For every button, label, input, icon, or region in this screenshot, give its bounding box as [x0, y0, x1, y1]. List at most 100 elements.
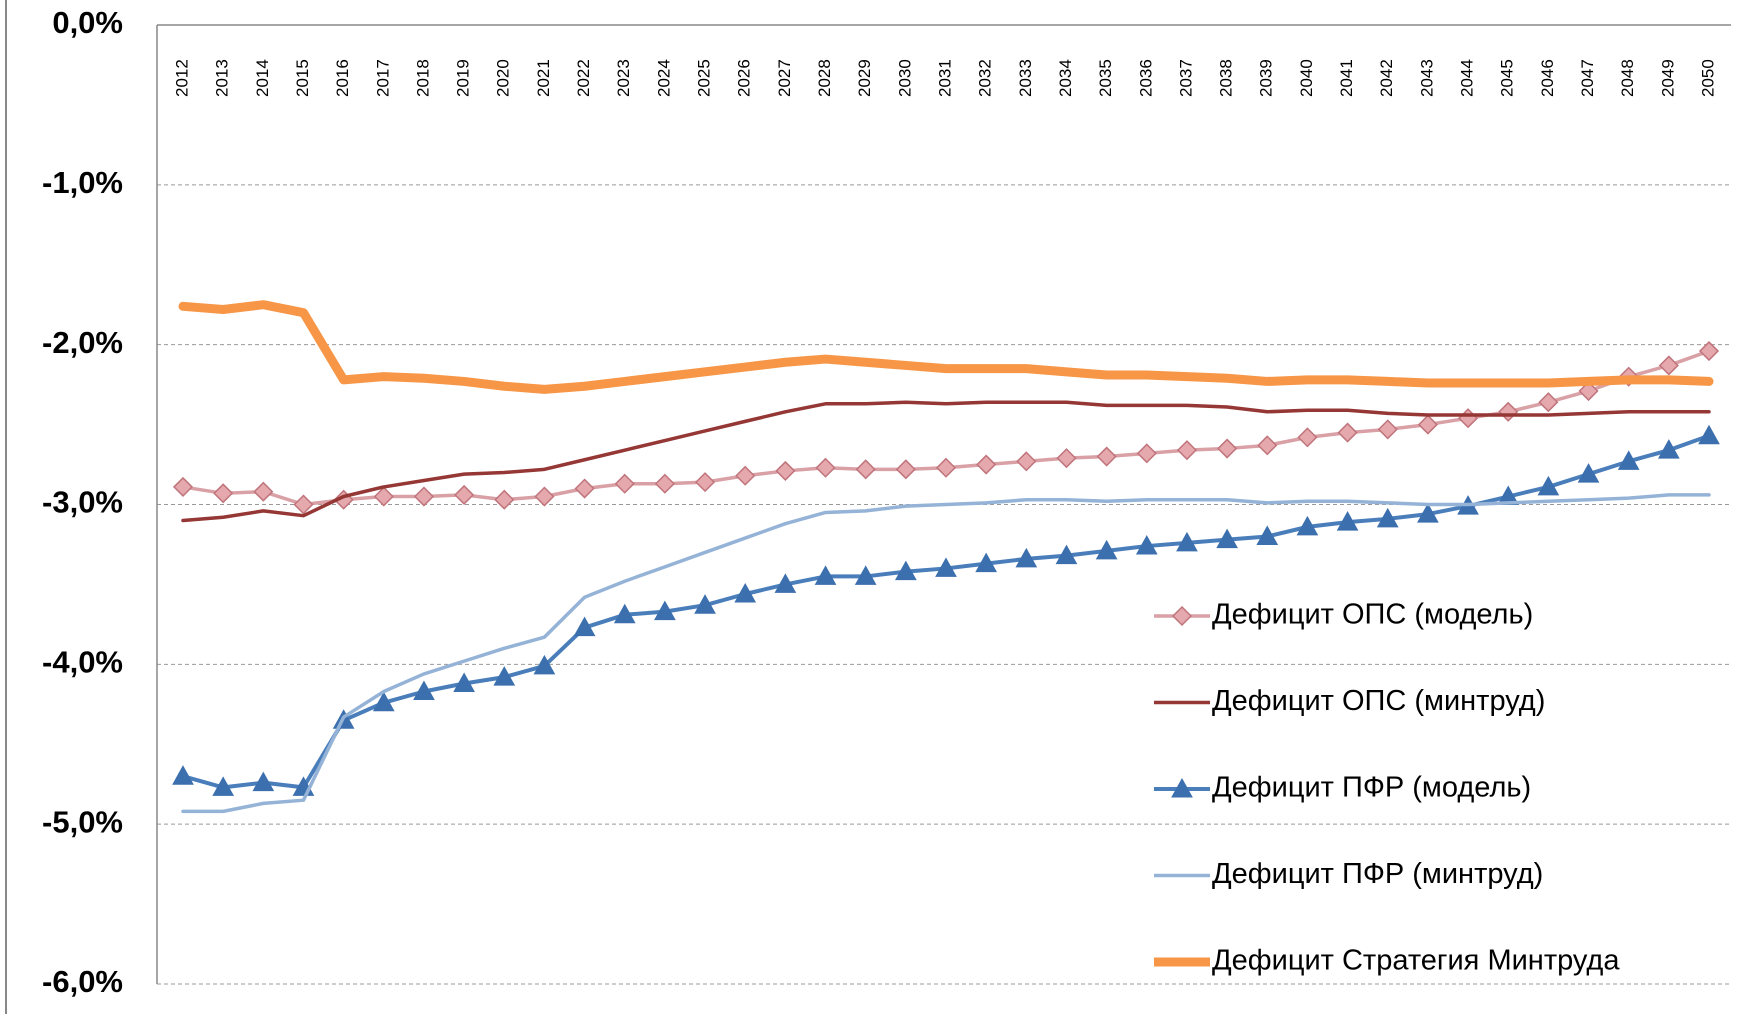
- data-point: [815, 457, 836, 478]
- data-point: [573, 616, 596, 637]
- x-tick-label: 2013: [213, 59, 232, 97]
- y-tick-label: -3,0%: [42, 485, 123, 520]
- x-tick-label: 2027: [775, 59, 794, 97]
- data-point: [1016, 451, 1037, 472]
- data-point: [293, 494, 314, 515]
- data-point: [613, 603, 636, 624]
- data-point: [895, 459, 916, 480]
- data-point: [1498, 401, 1519, 422]
- data-point: [1417, 503, 1439, 523]
- x-tick-label: 2043: [1417, 59, 1436, 97]
- x-tick-label: 2031: [935, 59, 954, 97]
- y-tick-label: 0,0%: [52, 5, 123, 40]
- series-line: [181, 493, 1711, 814]
- data-point: [775, 460, 796, 481]
- data-point: [894, 560, 917, 581]
- x-tick-label: 2019: [454, 59, 473, 97]
- y-tick-label: -5,0%: [42, 804, 123, 839]
- data-point: [533, 654, 556, 675]
- data-point: [1617, 450, 1640, 470]
- y-tick-label: -2,0%: [42, 325, 123, 360]
- x-tick-label: 2044: [1458, 59, 1477, 97]
- data-point: [1537, 475, 1560, 496]
- data-point: [1336, 511, 1359, 531]
- data-point: [454, 484, 475, 505]
- x-tick-label: 2045: [1498, 59, 1517, 97]
- data-point: [1457, 408, 1479, 429]
- x-tick-label: 2021: [534, 59, 553, 97]
- data-point: [1256, 525, 1279, 545]
- x-tick-label: 2025: [695, 59, 714, 97]
- data-point: [694, 472, 716, 493]
- x-tick-label: 2014: [253, 59, 272, 97]
- data-point: [614, 473, 635, 494]
- x-tick-label: 2034: [1056, 59, 1075, 97]
- x-tick-label: 2012: [172, 59, 191, 97]
- data-point: [814, 565, 837, 585]
- data-point: [534, 486, 555, 507]
- x-tick-label: 2023: [614, 59, 633, 97]
- data-point: [1136, 443, 1157, 464]
- data-point: [252, 771, 275, 792]
- y-tick-label: -6,0%: [42, 964, 123, 999]
- data-point: [453, 672, 475, 693]
- data-point: [1257, 435, 1278, 456]
- data-point: [373, 486, 394, 507]
- legend-marker: [1171, 777, 1193, 798]
- data-point: [1417, 414, 1438, 435]
- x-tick-label: 2030: [895, 59, 914, 97]
- data-point: [413, 486, 435, 507]
- x-tick-label: 2047: [1578, 59, 1597, 97]
- data-point: [1055, 544, 1078, 565]
- data-point: [212, 776, 235, 796]
- data-point: [574, 478, 595, 499]
- data-point: [654, 600, 676, 621]
- data-point: [213, 483, 234, 504]
- data-point: [976, 454, 997, 475]
- data-point: [1095, 539, 1118, 560]
- data-point: [975, 552, 998, 573]
- x-tick-label: 2020: [494, 59, 513, 97]
- data-point: [253, 481, 274, 502]
- x-tick-label: 2040: [1297, 59, 1316, 97]
- data-point: [1176, 531, 1198, 552]
- legend-label: Дефицит Стратегия Минтруда: [1212, 945, 1620, 977]
- data-point: [654, 473, 675, 494]
- data-point: [1297, 427, 1318, 448]
- data-point: [1056, 448, 1077, 469]
- data-point: [1015, 547, 1038, 568]
- data-point: [855, 459, 876, 480]
- data-point: [493, 666, 516, 686]
- data-point: [1096, 446, 1117, 467]
- data-point: [372, 691, 395, 712]
- x-tick-label: 2028: [815, 59, 834, 97]
- data-point: [694, 594, 716, 614]
- x-tick-label: 2018: [413, 59, 432, 97]
- x-tick-label: 2041: [1337, 59, 1356, 97]
- x-tick-label: 2024: [654, 59, 673, 97]
- legend-label: Дефицит ПФР (модель): [1212, 772, 1531, 804]
- x-tick-label: 2042: [1377, 59, 1396, 97]
- data-point: [1376, 507, 1399, 528]
- data-point: [735, 465, 756, 486]
- x-tick-label: 2015: [293, 59, 312, 97]
- y-tick-label: -4,0%: [42, 645, 123, 680]
- data-point: [172, 476, 194, 497]
- series-line: [181, 400, 1711, 523]
- x-tick-label: 2039: [1257, 59, 1276, 97]
- data-point: [413, 680, 435, 701]
- data-point: [1337, 422, 1358, 443]
- x-tick-label: 2048: [1618, 59, 1637, 97]
- data-point: [935, 557, 957, 577]
- data-point: [1657, 439, 1680, 459]
- x-tick-label: 2038: [1217, 59, 1236, 97]
- x-tick-label: 2037: [1176, 59, 1195, 97]
- y-tick-label: -1,0%: [42, 165, 123, 200]
- x-tick-label: 2033: [1016, 59, 1035, 97]
- data-point: [1296, 515, 1319, 536]
- x-tick-label: 2029: [855, 59, 874, 97]
- data-point: [494, 489, 515, 510]
- x-tick-label: 2022: [574, 59, 593, 97]
- data-point: [1698, 340, 1720, 362]
